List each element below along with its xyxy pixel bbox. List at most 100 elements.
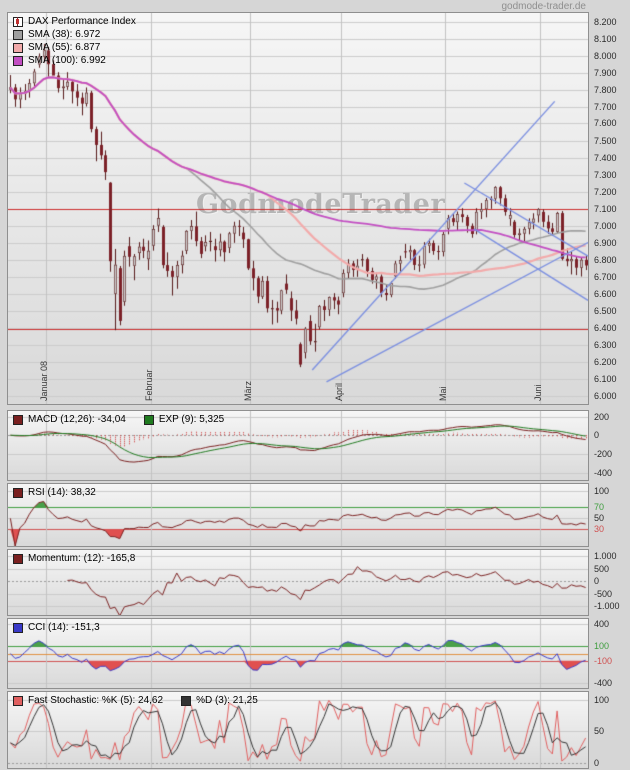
legend-item-stoch-d: %D (3): 21,25	[181, 695, 258, 706]
rsi-axis: 100 70 50 30	[591, 484, 628, 546]
candlestick-icon	[13, 16, 23, 27]
legend-item-cci: CCI (14): -151,3	[13, 622, 100, 633]
legend-item-sma38: SMA (38): 6.972	[13, 29, 136, 40]
axis-tick-label: 7.800	[594, 85, 617, 95]
axis-tick-label: -100	[594, 656, 613, 666]
rsi-pane: RSI (14): 38,32	[7, 483, 589, 547]
axis-tick-label: 7.300	[594, 170, 617, 180]
axis-tick-label: 7.200	[594, 187, 617, 197]
axis-tick-label: 8.100	[594, 34, 617, 44]
axis-tick-label: -400	[594, 468, 613, 478]
price-legend: DAX Performance Index SMA (38): 6.972 SM…	[13, 16, 136, 68]
legend-label-momentum: Momentum: (12): -165,8	[28, 553, 136, 564]
legend-item-momentum: Momentum: (12): -165,8	[13, 553, 135, 564]
axis-tick-label: 0	[594, 576, 600, 586]
sma100-swatch-icon	[13, 55, 23, 66]
legend-item-dax: DAX Performance Index	[13, 16, 136, 27]
legend-item-sma55: SMA (55): 6.877	[13, 42, 136, 53]
macd-swatch-icon	[13, 414, 23, 425]
legend-label-sma55: SMA (55): 6.877	[28, 42, 101, 53]
axis-tick-label: 7.700	[594, 102, 617, 112]
axis-tick-label: 7.000	[594, 221, 617, 231]
axis-tick-label: -400	[594, 678, 613, 688]
stoch-d-swatch-icon	[181, 695, 192, 706]
rsi-canvas	[8, 484, 588, 546]
rsi-swatch-icon	[13, 487, 23, 498]
legend-label-rsi: RSI (14): 38,32	[28, 487, 96, 498]
momentum-legend: Momentum: (12): -165,8	[13, 553, 135, 566]
momentum-swatch-icon	[13, 553, 23, 564]
axis-tick-label: 30	[594, 524, 605, 534]
axis-tick-label: 0	[594, 430, 600, 440]
axis-tick-label: 50	[594, 513, 605, 523]
axis-tick-label: 7.400	[594, 153, 617, 163]
axis-tick-label: -1.000	[594, 601, 620, 611]
cci-axis: 400 100 -100 -400	[591, 619, 628, 688]
stochastic-legend: Fast Stochastic: %K (5): 24,62 %D (3): 2…	[13, 695, 258, 706]
macd-axis: 200 0 -200 -400	[591, 411, 628, 480]
legend-item-macd: MACD (12,26): -34,04	[13, 414, 126, 425]
axis-tick-label: 200	[594, 412, 610, 422]
legend-label-sma100: SMA (100): 6.992	[28, 55, 106, 66]
axis-tick-label: 70	[594, 502, 605, 512]
axis-tick-label: 400	[594, 619, 610, 629]
price-axis: 6.000 6.100 6.200 6.300 6.400 6.500 6.600 6.700…	[591, 13, 628, 404]
momentum-canvas	[8, 550, 588, 615]
axis-tick-label: 6.500	[594, 306, 617, 316]
source-site-label: godmode-trader.de	[501, 1, 586, 12]
stochastic-canvas	[8, 692, 588, 768]
legend-label-stoch-k: Fast Stochastic: %K (5): 24,62	[28, 695, 164, 706]
axis-tick-label: 100	[594, 641, 610, 651]
stoch-k-swatch-icon	[13, 695, 23, 706]
axis-tick-label: -500	[594, 589, 613, 599]
axis-tick-label: 6.700	[594, 272, 617, 282]
axis-tick-label: 6.900	[594, 238, 617, 248]
axis-tick-label: 7.100	[594, 204, 617, 214]
axis-tick-label: 7.900	[594, 68, 617, 78]
price-chart-canvas	[8, 13, 588, 404]
stochastic-pane: Fast Stochastic: %K (5): 24,62 %D (3): 2…	[7, 691, 589, 769]
axis-tick-label: 8.000	[594, 51, 617, 61]
axis-tick-label: 50	[594, 726, 605, 736]
legend-label-exp: EXP (9): 5,325	[158, 414, 225, 425]
axis-tick-label: 1.000	[594, 551, 617, 561]
axis-tick-label: -200	[594, 449, 613, 459]
legend-item-exp: EXP (9): 5,325	[143, 414, 225, 425]
legend-item-sma100: SMA (100): 6.992	[13, 55, 136, 66]
axis-tick-label: 6.200	[594, 357, 617, 367]
sma38-swatch-icon	[13, 29, 23, 40]
legend-item-rsi: RSI (14): 38,32	[13, 487, 96, 498]
momentum-axis: 1.000 500 0 -500 -1.000	[591, 550, 628, 615]
legend-label-macd: MACD (12,26): -34,04	[28, 414, 126, 425]
axis-tick-label: 500	[594, 564, 610, 574]
cci-legend: CCI (14): -151,3	[13, 622, 100, 635]
macd-pane: MACD (12,26): -34,04 EXP (9): 5,325	[7, 410, 589, 481]
axis-tick-label: 6.000	[594, 391, 617, 401]
momentum-pane: Momentum: (12): -165,8	[7, 549, 589, 616]
cci-canvas	[8, 619, 588, 688]
legend-item-stoch-k: Fast Stochastic: %K (5): 24,62	[13, 695, 163, 706]
cci-pane: CCI (14): -151,3	[7, 618, 589, 689]
axis-tick-label: 6.600	[594, 289, 617, 299]
legend-label-sma38: SMA (38): 6.972	[28, 29, 101, 40]
axis-tick-label: 7.500	[594, 136, 617, 146]
rsi-legend: RSI (14): 38,32	[13, 487, 96, 500]
exp-swatch-icon	[143, 414, 154, 425]
axis-tick-label: 100	[594, 486, 610, 496]
sma55-swatch-icon	[13, 42, 23, 53]
stochastic-axis: 100 50 0	[591, 692, 628, 768]
axis-tick-label: 6.400	[594, 323, 617, 333]
axis-tick-label: 100	[594, 695, 610, 705]
axis-tick-label: 8.200	[594, 17, 617, 27]
axis-tick-label: 6.300	[594, 340, 617, 350]
macd-canvas	[8, 411, 588, 480]
legend-label-cci: CCI (14): -151,3	[28, 622, 100, 633]
axis-tick-label: 7.600	[594, 118, 617, 128]
legend-label-stoch-d: %D (3): 21,25	[196, 695, 258, 706]
axis-tick-label: 6.100	[594, 374, 617, 384]
axis-tick-label: 6.800	[594, 255, 617, 265]
macd-legend: MACD (12,26): -34,04 EXP (9): 5,325	[13, 414, 224, 425]
price-pane: GodmodeTrader Januar 08FebruarMärzAprilM…	[7, 12, 589, 405]
